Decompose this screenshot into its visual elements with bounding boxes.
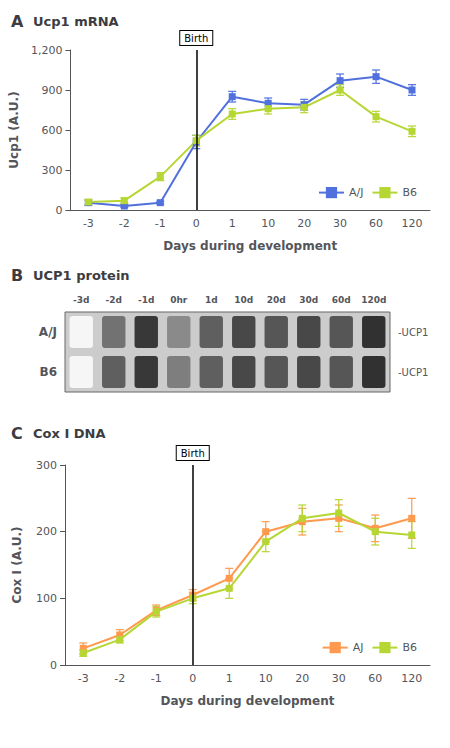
svg-text:-2d: -2d <box>106 295 122 305</box>
svg-text:-2: -2 <box>114 672 125 685</box>
svg-text:-UCP1: -UCP1 <box>398 327 428 338</box>
svg-text:10d: 10d <box>234 295 253 305</box>
svg-text:120: 120 <box>401 672 422 685</box>
svg-text:-2: -2 <box>119 217 130 230</box>
svg-text:Birth: Birth <box>184 33 208 44</box>
svg-text:60d: 60d <box>332 295 351 305</box>
svg-text:0: 0 <box>50 659 57 672</box>
svg-text:120d: 120d <box>361 295 386 305</box>
svg-text:Birth: Birth <box>181 448 205 459</box>
svg-text:30: 30 <box>333 217 347 230</box>
svg-text:A/J: A/J <box>349 186 363 199</box>
svg-text:30: 30 <box>332 672 346 685</box>
svg-text:-1: -1 <box>155 217 166 230</box>
svg-text:1: 1 <box>226 672 233 685</box>
svg-text:Days during development: Days during development <box>163 239 337 253</box>
svg-text:300: 300 <box>36 459 57 472</box>
svg-text:120: 120 <box>402 217 423 230</box>
svg-text:60: 60 <box>369 217 383 230</box>
svg-text:-3d: -3d <box>73 295 89 305</box>
svg-text:Ucp1 mRNA: Ucp1 mRNA <box>33 14 119 29</box>
svg-text:-3: -3 <box>78 672 89 685</box>
svg-text:B: B <box>11 266 23 285</box>
svg-text:-UCP1: -UCP1 <box>398 367 428 378</box>
svg-text:AJ: AJ <box>353 641 364 654</box>
svg-text:-1: -1 <box>151 672 162 685</box>
svg-text:600: 600 <box>41 124 62 137</box>
svg-text:B6: B6 <box>402 186 417 199</box>
svg-text:B6: B6 <box>40 365 58 379</box>
svg-text:Cox I (A.U.): Cox I (A.U.) <box>10 527 24 604</box>
svg-text:20: 20 <box>295 672 309 685</box>
svg-text:20: 20 <box>297 217 311 230</box>
svg-text:A: A <box>11 12 24 31</box>
svg-text:Cox I DNA: Cox I DNA <box>33 426 105 441</box>
svg-text:Ucp1 (A.U.): Ucp1 (A.U.) <box>7 91 21 168</box>
svg-text:B6: B6 <box>402 641 417 654</box>
svg-text:-1d: -1d <box>138 295 154 305</box>
svg-text:300: 300 <box>41 164 62 177</box>
svg-text:A/J: A/J <box>39 325 57 339</box>
svg-text:Days during development: Days during development <box>161 694 335 708</box>
svg-text:100: 100 <box>36 592 57 605</box>
svg-text:0: 0 <box>193 217 200 230</box>
svg-text:0: 0 <box>55 204 62 217</box>
svg-text:0: 0 <box>189 672 196 685</box>
svg-text:10: 10 <box>259 672 273 685</box>
svg-text:30d: 30d <box>299 295 318 305</box>
svg-text:200: 200 <box>36 525 57 538</box>
svg-text:-3: -3 <box>83 217 94 230</box>
svg-text:0hr: 0hr <box>170 295 188 305</box>
svg-text:1,200: 1,200 <box>31 44 63 57</box>
svg-text:1d: 1d <box>205 295 218 305</box>
svg-text:C: C <box>11 424 23 443</box>
svg-text:900: 900 <box>41 84 62 97</box>
svg-text:UCP1 protein: UCP1 protein <box>33 268 130 283</box>
svg-text:20d: 20d <box>267 295 286 305</box>
svg-text:1: 1 <box>229 217 236 230</box>
svg-text:10: 10 <box>261 217 275 230</box>
svg-text:60: 60 <box>368 672 382 685</box>
